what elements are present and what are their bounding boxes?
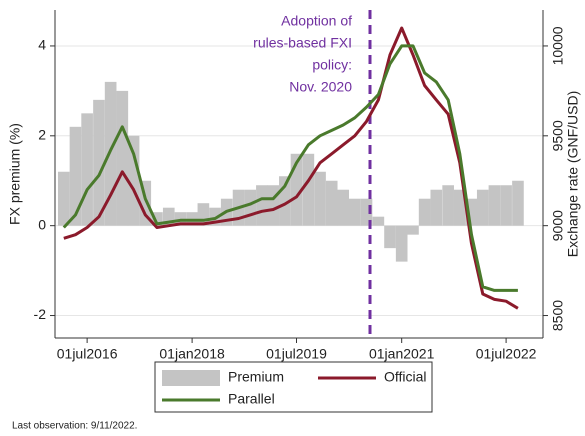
premium-bar: [151, 212, 163, 226]
premium-bar: [302, 153, 315, 226]
premium-bar: [395, 225, 408, 262]
annotation: Nov. 2020: [289, 79, 352, 95]
premium-bar: [57, 171, 70, 226]
premium-bar: [244, 189, 257, 226]
premium-bar: [279, 176, 291, 226]
y-axis-label: FX premium (%): [7, 123, 23, 225]
y2-tick-label: 9000: [550, 210, 566, 241]
premium-bar: [256, 185, 268, 226]
y2-tick-label: 8500: [550, 300, 566, 331]
x-tick-label: 01jul2016: [57, 346, 118, 362]
premium-bar: [372, 216, 385, 226]
exchange-rate-line: [63, 26, 519, 310]
annotation: Adoption of: [281, 13, 352, 29]
x-tick-label: 01jan2018: [159, 346, 225, 362]
premium-bar: [69, 126, 82, 226]
premium-bar: [325, 180, 338, 226]
premium-bar: [139, 180, 152, 226]
premium-bar: [197, 203, 210, 226]
premium-bar: [81, 113, 93, 226]
legend-label: Official: [384, 369, 427, 385]
premium-bar: [465, 198, 478, 226]
x-tick-label: 01jan2021: [369, 346, 435, 362]
premium-bar: [209, 207, 221, 226]
premium-bar: [349, 198, 361, 226]
y2-tick-label: 10000: [550, 26, 566, 65]
premium-bar: [162, 207, 175, 226]
x-tick-label: 01jul2022: [476, 346, 537, 362]
premium-bar: [488, 185, 501, 226]
annotation: policy:: [312, 57, 352, 73]
premium-bar: [418, 198, 431, 226]
footnote: Last observation: 9/11/2022.: [12, 421, 137, 432]
exchange-rate-line: [62, 44, 518, 292]
premium-bar: [290, 153, 303, 226]
premium-bar: [116, 90, 129, 226]
premium-bar: [360, 198, 373, 226]
premium-bar: [337, 189, 349, 226]
premium-bar: [500, 185, 512, 226]
y-tick-label: 4: [38, 37, 46, 53]
legend-label: Parallel: [228, 391, 275, 407]
x-tick-label: 01jul2019: [266, 346, 327, 362]
premium-bar: [267, 185, 280, 226]
premium-bar: [476, 189, 489, 226]
y2-axis-label: Exchange rate (GNF/USD): [565, 91, 581, 258]
premium-bar: [442, 185, 454, 226]
y-tick-label: 0: [38, 216, 46, 232]
y-tick-label: 2: [38, 127, 46, 143]
premium-bar: [127, 135, 140, 226]
annotation: rules-based FXI: [253, 35, 352, 51]
y2-tick-label: 9500: [550, 120, 566, 151]
y-tick-label: -2: [34, 306, 47, 322]
premium-bar: [104, 81, 117, 226]
premium-bar: [384, 225, 396, 249]
premium-bar: [93, 99, 105, 226]
legend-swatch: [162, 370, 220, 386]
premium-bar: [453, 189, 466, 226]
legend-label: Premium: [228, 369, 284, 385]
premium-bar: [430, 189, 443, 226]
premium-bar: [407, 225, 419, 235]
premium-bar: [512, 180, 524, 226]
premium-bar: [314, 171, 326, 226]
